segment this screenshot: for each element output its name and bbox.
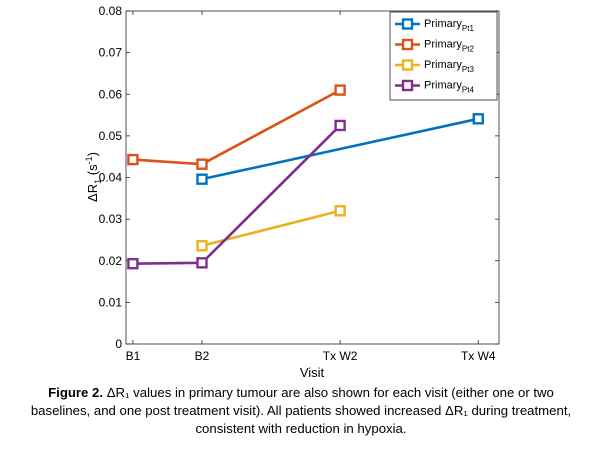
- data-point: [127, 257, 139, 270]
- y-tick-label: 0.07: [99, 46, 123, 60]
- y-tick-label: 0: [115, 337, 122, 351]
- legend-label: PrimaryPt4: [424, 80, 474, 95]
- x-tick-label: B2: [195, 349, 210, 363]
- series-pt4: [127, 119, 346, 270]
- legend-item: PrimaryPt3: [395, 59, 474, 74]
- legend-item: PrimaryPt1: [395, 18, 474, 33]
- data-point: [127, 153, 139, 166]
- legend: PrimaryPt1 PrimaryPt2 PrimaryPt3 PrimaryPt4: [389, 11, 498, 101]
- legend-marker: [401, 18, 414, 30]
- y-axis-label: ΔR1 (s-1): [84, 152, 103, 202]
- data-point: [196, 240, 208, 252]
- legend-label: PrimaryPt3: [424, 59, 474, 74]
- y-tick-label: 0.05: [99, 129, 123, 143]
- legend-label: PrimaryPt1: [424, 18, 474, 33]
- y-tick-label: 0.02: [99, 254, 123, 268]
- figure-caption: Figure 2. ΔR₁ values in primary tumour a…: [18, 384, 584, 438]
- data-point: [334, 119, 346, 132]
- data-point: [196, 257, 208, 269]
- x-tick-label: Tx W4: [461, 349, 496, 363]
- data-point: [472, 113, 484, 125]
- y-tick-label: 0.01: [99, 295, 123, 309]
- caption-text: ΔR₁ values in primary tumour are also sh…: [30, 385, 572, 436]
- x-tick-label: Tx W2: [323, 349, 358, 363]
- series-line: [201, 117, 479, 181]
- y-tick-label: 0.08: [99, 4, 123, 18]
- series-pt2: [127, 84, 346, 170]
- y-axis-label-unit: (s: [85, 164, 100, 179]
- y-tick-label: 0.03: [99, 212, 123, 226]
- y-tick-label: 0.04: [99, 171, 123, 185]
- y-axis-label-sub: 1: [93, 179, 103, 184]
- legend-marker: [401, 79, 414, 92]
- y-axis-label-main: ΔR: [85, 184, 100, 202]
- series-pt1: [196, 113, 484, 185]
- legend-item: PrimaryPt4: [395, 80, 474, 95]
- plot-frame: [125, 10, 500, 345]
- y-axis-label-unit-sup: -1: [84, 156, 94, 164]
- y-tick-label: 0.06: [99, 87, 123, 101]
- data-point: [196, 158, 208, 170]
- chart: 0 0.01 0.02 0.03 0.04 0.05 0.06 0.07 0.08 B1 B2 Tx…: [84, 4, 500, 380]
- legend-marker: [401, 38, 414, 51]
- data-point: [334, 205, 346, 217]
- caption-label: Figure 2.: [48, 385, 104, 400]
- legend-label: PrimaryPt2: [424, 39, 474, 54]
- x-tick-label: B1: [126, 349, 141, 363]
- series-layer: [127, 84, 484, 270]
- data-point: [334, 84, 346, 96]
- y-axis: 0 0.01 0.02 0.03 0.04 0.05 0.06 0.07 0.08: [99, 4, 499, 351]
- legend-item: PrimaryPt2: [395, 39, 474, 54]
- legend-marker: [401, 59, 414, 71]
- x-axis-label: Visit: [300, 365, 325, 380]
- x-axis: B1 B2 Tx W2 Tx W4: [126, 11, 496, 363]
- y-axis-label-unit-close: ): [85, 152, 100, 156]
- data-point: [196, 173, 208, 185]
